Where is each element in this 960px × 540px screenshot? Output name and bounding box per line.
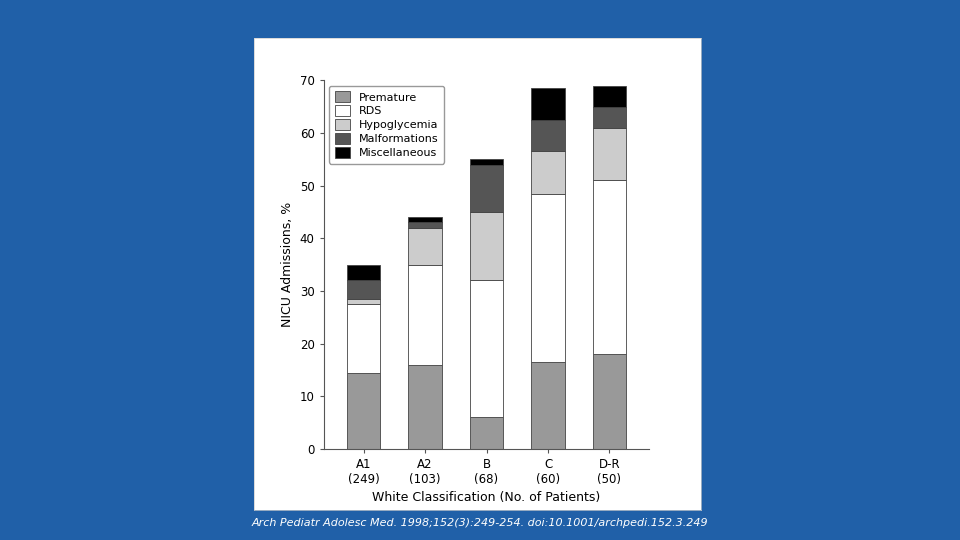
Bar [469, 159, 503, 165]
Bar [347, 299, 380, 304]
Bar [531, 151, 564, 193]
Bar [408, 217, 442, 222]
Bar [531, 362, 564, 449]
Bar [531, 88, 564, 120]
Bar [592, 107, 627, 128]
Bar [347, 265, 380, 280]
Bar [592, 180, 627, 354]
Bar [592, 85, 627, 107]
Bar [408, 265, 442, 365]
Bar [592, 354, 627, 449]
Bar [469, 212, 503, 280]
X-axis label: White Classification (No. of Patients): White Classification (No. of Patients) [372, 491, 601, 504]
Legend: Premature, RDS, Hypoglycemia, Malformations, Miscellaneous: Premature, RDS, Hypoglycemia, Malformati… [329, 86, 444, 164]
Bar [347, 304, 380, 373]
Bar [347, 373, 380, 449]
Bar [469, 280, 503, 417]
Y-axis label: NICU Admissions, %: NICU Admissions, % [281, 202, 294, 327]
Bar [469, 417, 503, 449]
Bar [592, 128, 627, 180]
Text: Arch Pediatr Adolesc Med. 1998;152(3):249-254. doi:10.1001/archpedi.152.3.249: Arch Pediatr Adolesc Med. 1998;152(3):24… [252, 518, 708, 528]
Bar [531, 193, 564, 362]
Bar [469, 165, 503, 212]
Bar [408, 222, 442, 228]
Bar [531, 120, 564, 151]
Bar [347, 280, 380, 299]
Bar [408, 364, 442, 449]
Bar [408, 228, 442, 265]
